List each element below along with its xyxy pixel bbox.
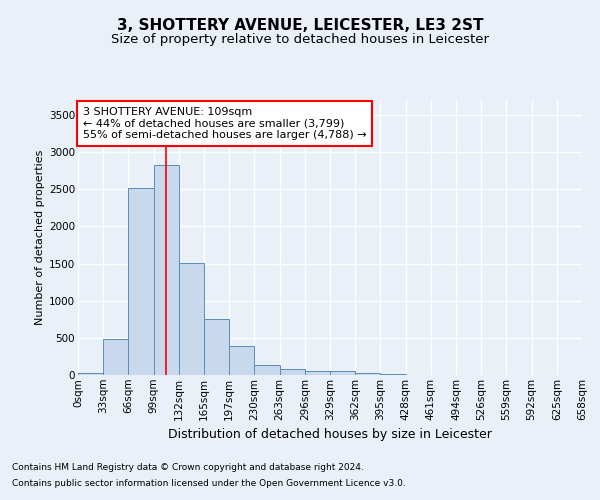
Bar <box>229 346 254 375</box>
Bar <box>78 373 103 375</box>
Bar <box>204 320 229 375</box>
Bar <box>154 166 179 375</box>
Bar <box>128 188 154 375</box>
Text: Contains public sector information licensed under the Open Government Licence v3: Contains public sector information licen… <box>12 478 406 488</box>
Text: Size of property relative to detached houses in Leicester: Size of property relative to detached ho… <box>111 32 489 46</box>
Bar <box>179 263 204 375</box>
X-axis label: Distribution of detached houses by size in Leicester: Distribution of detached houses by size … <box>168 428 492 441</box>
Bar <box>355 373 380 375</box>
Bar <box>103 340 128 375</box>
Bar <box>254 364 280 375</box>
Text: 3, SHOTTERY AVENUE, LEICESTER, LE3 2ST: 3, SHOTTERY AVENUE, LEICESTER, LE3 2ST <box>117 18 483 32</box>
Y-axis label: Number of detached properties: Number of detached properties <box>35 150 45 325</box>
Text: Contains HM Land Registry data © Crown copyright and database right 2024.: Contains HM Land Registry data © Crown c… <box>12 464 364 472</box>
Bar <box>380 374 406 375</box>
Bar <box>330 371 355 375</box>
Text: 3 SHOTTERY AVENUE: 109sqm
← 44% of detached houses are smaller (3,799)
55% of se: 3 SHOTTERY AVENUE: 109sqm ← 44% of detac… <box>83 107 367 140</box>
Bar <box>305 371 330 375</box>
Bar <box>280 370 305 375</box>
